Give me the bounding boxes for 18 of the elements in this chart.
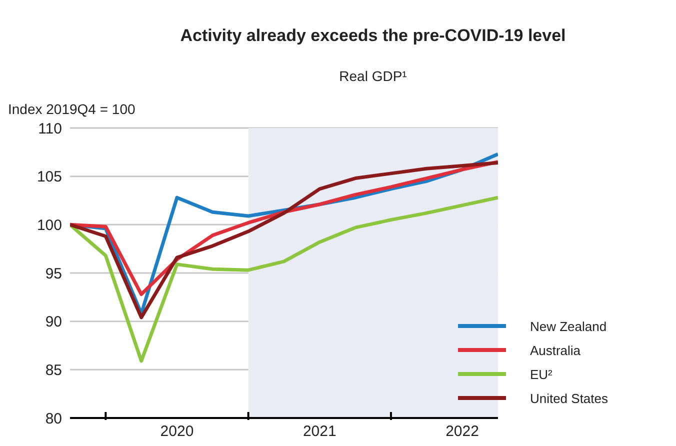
y-tick-label: 100 — [36, 216, 62, 234]
line-series — [70, 196, 498, 363]
x-tick-label: 2020 — [160, 423, 194, 440]
x-tick-label: 2021 — [302, 423, 336, 440]
chart-subtitle: Real GDP¹ — [338, 68, 408, 84]
y-tick-label: 95 — [45, 265, 62, 282]
y-tick-label: 85 — [45, 362, 62, 379]
legend-label: EU² — [530, 366, 552, 382]
y-tick-label: 80 — [45, 410, 62, 428]
chart-title: Activity already exceeds the pre-COVID-19 level — [179, 26, 567, 46]
legend-label: New Zealand — [530, 318, 607, 334]
y-tick-label: 105 — [36, 168, 62, 186]
y-axis-title: Index 2019Q4 = 100 — [8, 101, 136, 117]
y-tick-label: 90 — [45, 314, 62, 331]
y-tick-label: 110 — [38, 120, 62, 138]
x-tick-label: 2022 — [446, 423, 479, 440]
legend-label: United States — [530, 390, 608, 406]
legend-label: Australia — [530, 342, 581, 358]
